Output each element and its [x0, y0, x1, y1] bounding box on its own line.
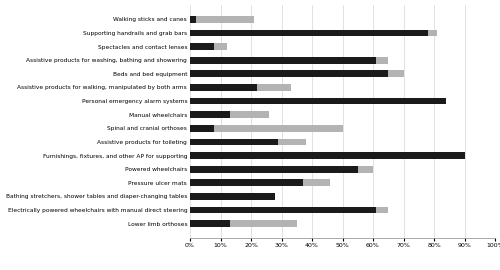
Bar [358, 166, 373, 173]
Bar [190, 57, 376, 64]
Bar [190, 152, 464, 159]
Bar [190, 125, 214, 132]
Bar [190, 207, 376, 213]
Bar [388, 70, 404, 77]
Bar [257, 84, 290, 91]
Bar [190, 70, 388, 77]
Bar [190, 16, 196, 23]
Bar [190, 220, 230, 227]
Bar [190, 166, 358, 173]
Bar [190, 139, 278, 145]
Bar [428, 30, 437, 36]
Bar [230, 111, 270, 118]
Bar [190, 193, 276, 200]
Bar [278, 139, 306, 145]
Bar [376, 57, 388, 64]
Bar [303, 179, 330, 186]
Bar [190, 98, 446, 104]
Bar [190, 111, 230, 118]
Bar [214, 43, 226, 50]
Bar [190, 179, 303, 186]
Bar [214, 125, 342, 132]
Bar [190, 30, 428, 36]
Bar [376, 207, 388, 213]
Bar [190, 84, 257, 91]
Bar [230, 220, 297, 227]
Bar [190, 43, 214, 50]
Bar [196, 16, 254, 23]
